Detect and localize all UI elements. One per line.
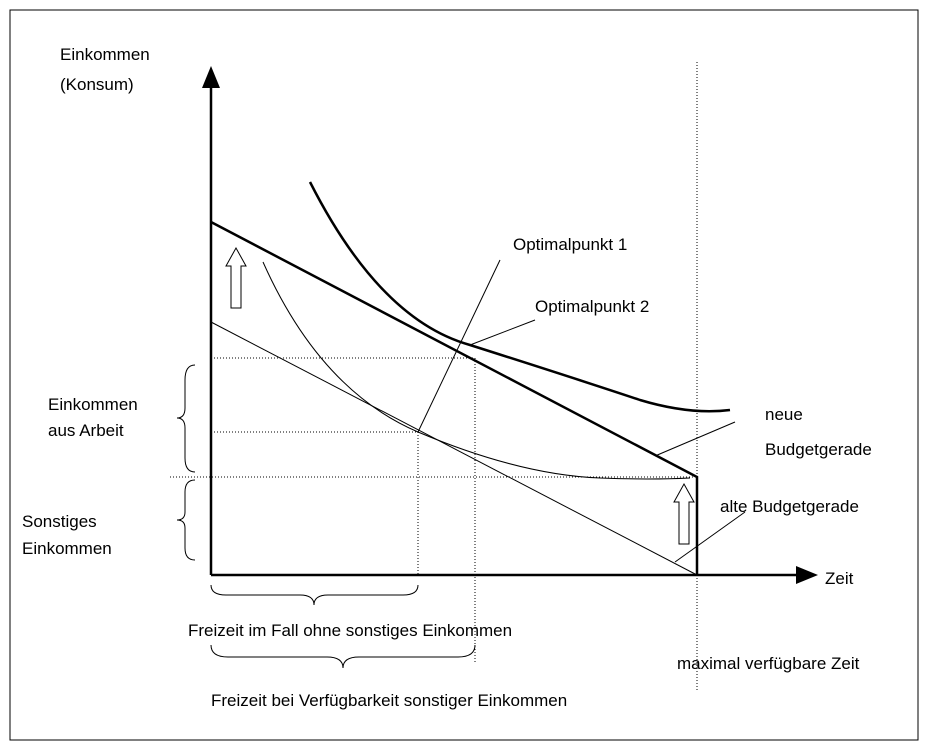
label: Optimalpunkt 1 [513,235,627,254]
y-arrow [202,66,220,88]
shift-arrow [673,482,695,545]
label: Optimalpunkt 2 [535,297,649,316]
brace [176,479,196,561]
brace [176,364,196,473]
brace [210,644,476,669]
y-label: Einkommen [60,45,150,64]
label: aus Arbeit [48,421,124,440]
pointer [654,421,736,457]
label: Budgetgerade [765,440,872,459]
shift-arrow [225,246,247,309]
pointer [674,511,746,563]
y-label: (Konsum) [60,75,134,94]
label: neue [765,405,803,424]
old-budget-line [210,321,698,576]
label: Einkommen [22,539,112,558]
frame [9,9,919,741]
brace [210,584,419,606]
label: Freizeit im Fall ohne sonstiges Einkomme… [188,621,512,640]
new-budget-line [210,220,699,575]
label: Freizeit bei Verfügbarkeit sonstiger Ein… [211,691,567,710]
label: maximal verfügbare Zeit [677,654,860,673]
indifference-curve-1 [262,261,691,480]
label: alte Budgetgerade [720,497,859,516]
x-label: Zeit [825,569,854,588]
x-arrow [796,566,818,584]
label: Sonstiges [22,512,97,531]
pointer [469,319,536,346]
label: Einkommen [48,395,138,414]
indifference-curve-2 [308,181,731,413]
pointer [417,259,501,433]
